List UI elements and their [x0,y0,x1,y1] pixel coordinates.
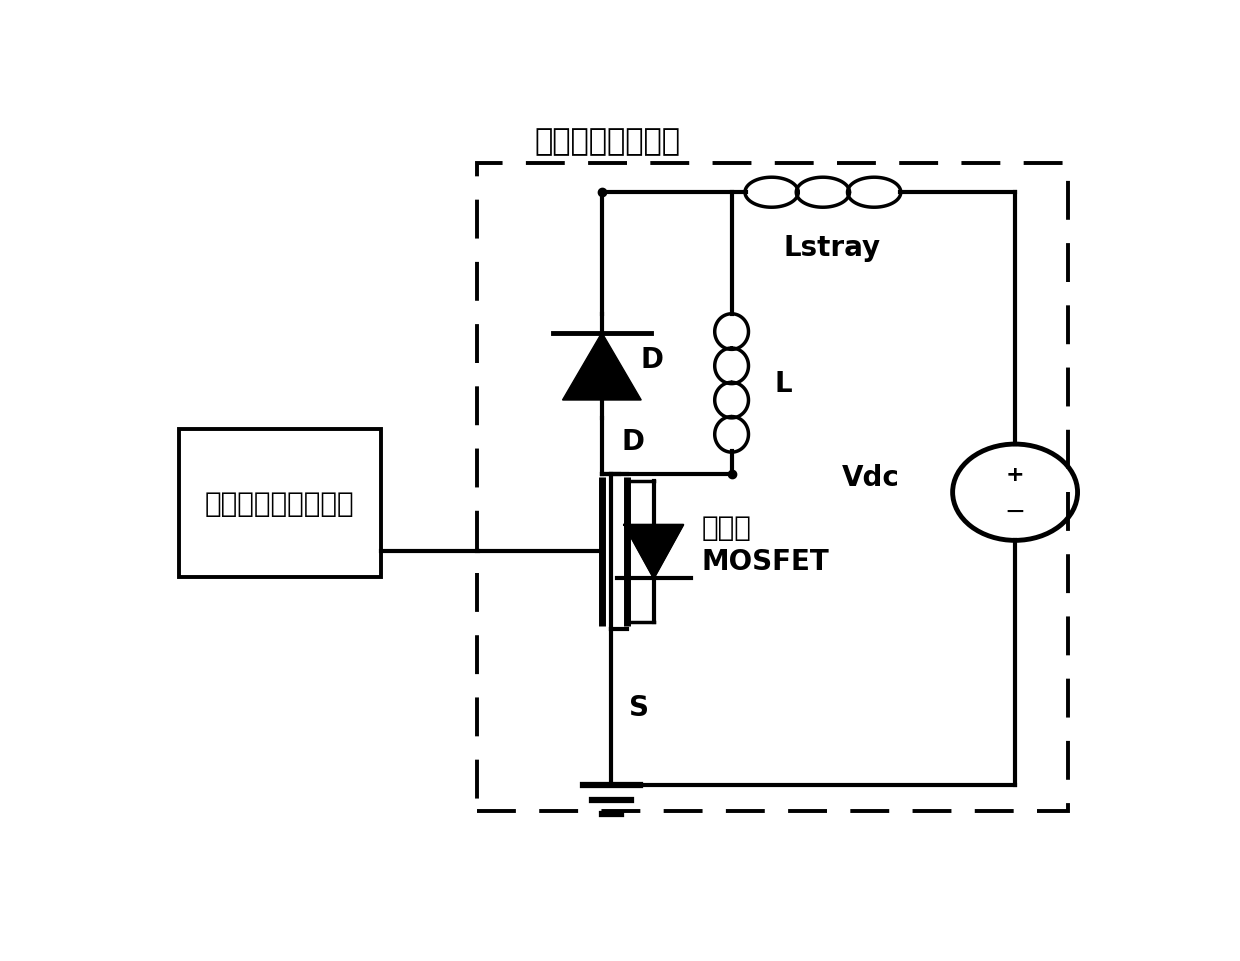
Text: +: + [1006,464,1024,484]
Polygon shape [563,333,641,401]
Text: D: D [621,428,644,456]
Text: S: S [629,693,649,722]
Text: Lstray: Lstray [784,234,882,261]
Polygon shape [624,526,683,579]
Text: L: L [775,370,792,398]
Text: −: − [1004,499,1025,523]
Text: D: D [640,346,663,374]
Text: 第一个
MOSFET: 第一个 MOSFET [702,513,830,576]
Text: 本发明驱动保护系统: 本发明驱动保护系统 [205,490,355,518]
Text: 本发明的测试电路: 本发明的测试电路 [534,127,681,156]
Text: Vdc: Vdc [842,464,900,492]
